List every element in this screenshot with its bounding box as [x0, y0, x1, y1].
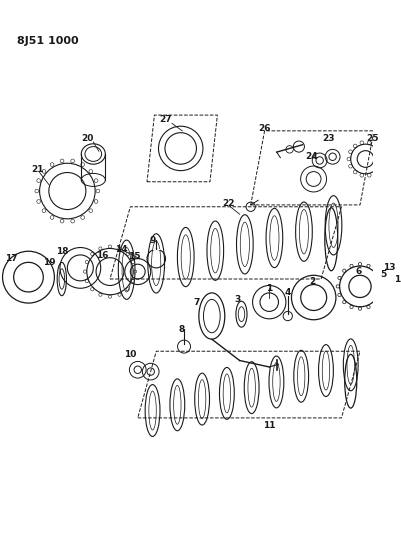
Text: 8: 8: [178, 326, 184, 334]
Text: 11: 11: [262, 421, 275, 430]
Text: 21: 21: [31, 165, 44, 174]
Text: 4: 4: [284, 288, 290, 297]
Text: 7: 7: [193, 297, 200, 306]
Text: 8J51 1000: 8J51 1000: [17, 36, 79, 46]
Text: 26: 26: [258, 125, 270, 133]
Text: 22: 22: [222, 199, 234, 207]
Text: 10: 10: [124, 350, 136, 359]
Text: 20: 20: [81, 134, 94, 143]
Text: 15: 15: [128, 252, 140, 261]
Text: 19: 19: [43, 258, 55, 267]
Text: 3: 3: [234, 295, 240, 304]
Text: 9: 9: [149, 236, 155, 245]
Text: 13: 13: [383, 263, 395, 272]
Text: 16: 16: [96, 252, 109, 260]
Text: 12: 12: [393, 274, 401, 284]
Text: 17: 17: [6, 254, 18, 263]
Text: 24: 24: [305, 152, 317, 161]
Text: 6: 6: [354, 267, 360, 276]
Text: 27: 27: [159, 115, 171, 124]
Text: 5: 5: [379, 270, 385, 279]
Text: 23: 23: [322, 134, 334, 143]
Text: 14: 14: [114, 245, 127, 254]
Text: 1: 1: [265, 284, 272, 293]
Text: 18: 18: [55, 247, 68, 256]
Text: 25: 25: [366, 134, 378, 143]
Text: 2: 2: [309, 277, 315, 286]
